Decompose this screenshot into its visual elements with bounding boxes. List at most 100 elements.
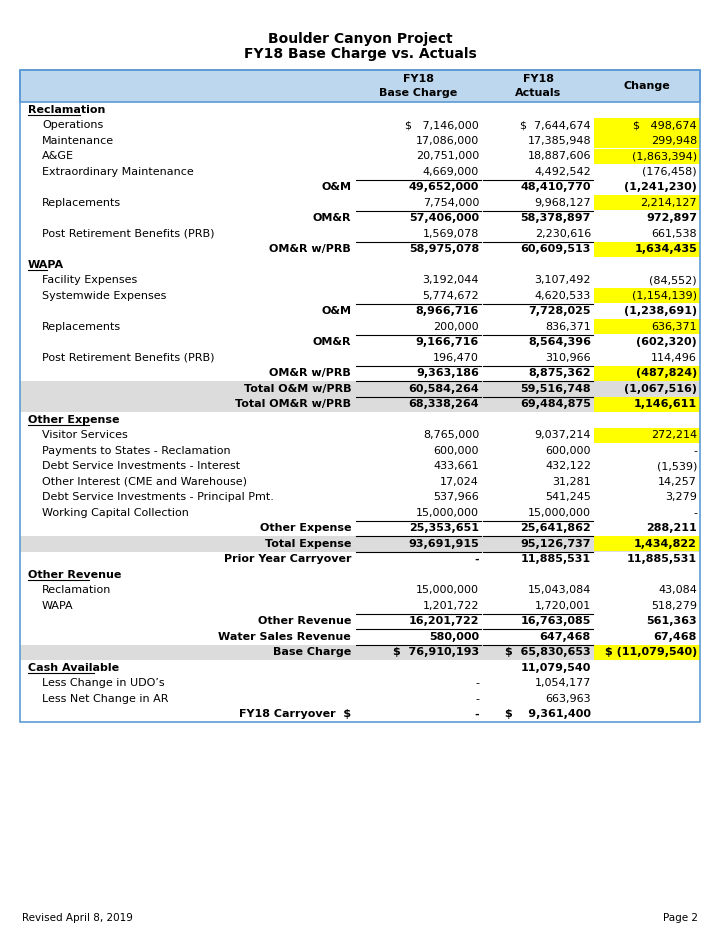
Text: Reclamation: Reclamation [28,104,105,115]
Text: Other Revenue: Other Revenue [28,569,122,580]
Text: Other Expense: Other Expense [259,523,351,533]
Text: 561,363: 561,363 [647,616,697,626]
Text: Actuals: Actuals [515,88,561,98]
Text: -: - [474,555,479,564]
Text: 57,406,000: 57,406,000 [409,213,479,224]
Text: 4,669,000: 4,669,000 [423,167,479,177]
Bar [594,195,700,210]
Text: 272,214: 272,214 [651,431,697,440]
Text: 4,620,533: 4,620,533 [535,291,591,301]
Bar [594,133,700,148]
Text: 3,279: 3,279 [665,492,697,502]
Text: 299,948: 299,948 [651,136,697,145]
Text: $  76,910,193: $ 76,910,193 [393,647,479,657]
Text: 1,634,435: 1,634,435 [634,244,697,254]
Text: Operations: Operations [42,120,103,130]
Text: 5,774,672: 5,774,672 [423,291,479,301]
Text: (1,863,394): (1,863,394) [632,151,697,161]
Text: 25,641,862: 25,641,862 [521,523,591,533]
Text: 68,338,264: 68,338,264 [408,399,479,409]
Text: 2,230,616: 2,230,616 [535,228,591,239]
Text: -: - [474,709,479,720]
Text: 59,516,748: 59,516,748 [521,384,591,393]
Text: $   7,146,000: $ 7,146,000 [405,120,479,130]
Text: 58,378,897: 58,378,897 [521,213,591,224]
Text: -: - [475,678,479,688]
Text: $   498,674: $ 498,674 [634,120,697,130]
Text: 18,887,606: 18,887,606 [528,151,591,161]
Bar [594,288,700,303]
Text: Other Revenue: Other Revenue [258,616,351,626]
Text: Page 2: Page 2 [663,913,698,923]
Text: 15,043,084: 15,043,084 [528,585,591,596]
Text: Replacements: Replacements [42,198,121,208]
Bar [594,319,700,334]
Text: A&GE: A&GE [42,151,74,161]
Text: OM&R w/PRB: OM&R w/PRB [269,368,351,378]
Text: 11,885,531: 11,885,531 [521,555,591,564]
Text: $ (11,079,540): $ (11,079,540) [605,647,697,657]
Bar [20,536,700,552]
Text: Less Net Change in AR: Less Net Change in AR [42,693,168,704]
Text: Other Interest (CME and Warehouse): Other Interest (CME and Warehouse) [42,477,247,487]
Text: 3,192,044: 3,192,044 [423,275,479,285]
Text: 16,201,722: 16,201,722 [408,616,479,626]
Text: (1,238,691): (1,238,691) [624,307,697,316]
Text: Post Retirement Benefits (PRB): Post Retirement Benefits (PRB) [42,352,215,363]
Text: 69,484,875: 69,484,875 [520,399,591,409]
Text: 2,214,127: 2,214,127 [640,198,697,208]
Text: Prior Year Carryover: Prior Year Carryover [223,555,351,564]
Text: Change: Change [624,81,670,91]
Text: 288,211: 288,211 [647,523,697,533]
Text: $  7,644,674: $ 7,644,674 [521,120,591,130]
Text: 518,279: 518,279 [651,601,697,610]
Text: 58,975,078: 58,975,078 [409,244,479,254]
Text: -: - [693,445,697,456]
Text: OM&R: OM&R [312,337,351,348]
Text: (1,539): (1,539) [657,461,697,472]
Text: 600,000: 600,000 [546,445,591,456]
Text: Debt Service Investments - Principal Pmt.: Debt Service Investments - Principal Pmt… [42,492,274,502]
Text: Maintenance: Maintenance [42,136,114,145]
Text: -: - [475,693,479,704]
Text: WAPA: WAPA [42,601,73,610]
Text: 17,086,000: 17,086,000 [415,136,479,145]
Text: 541,245: 541,245 [545,492,591,502]
Text: Total OM&R w/PRB: Total OM&R w/PRB [235,399,351,409]
Bar [594,428,700,443]
Text: 433,661: 433,661 [433,461,479,472]
Text: -: - [693,508,697,518]
Text: 7,754,000: 7,754,000 [423,198,479,208]
Bar [20,381,700,396]
Text: 432,122: 432,122 [545,461,591,472]
Text: Base Charge: Base Charge [273,647,351,657]
Text: FY18 Base Charge vs. Actuals: FY18 Base Charge vs. Actuals [243,47,477,61]
Text: 600,000: 600,000 [433,445,479,456]
Text: (84,552): (84,552) [649,275,697,285]
Text: 67,468: 67,468 [654,632,697,642]
Text: Other Expense: Other Expense [28,415,120,425]
Text: 8,564,396: 8,564,396 [528,337,591,348]
Text: 196,470: 196,470 [433,352,479,363]
Text: 25,353,651: 25,353,651 [409,523,479,533]
Text: 972,897: 972,897 [646,213,697,224]
Text: O&M: O&M [321,183,351,192]
Text: Payments to States - Reclamation: Payments to States - Reclamation [42,445,230,456]
Text: 20,751,000: 20,751,000 [415,151,479,161]
Text: Systemwide Expenses: Systemwide Expenses [42,291,166,301]
Text: 49,652,000: 49,652,000 [409,183,479,192]
Text: Working Capital Collection: Working Capital Collection [42,508,189,518]
Bar [594,117,700,132]
Text: Extraordinary Maintenance: Extraordinary Maintenance [42,167,194,177]
Text: 15,000,000: 15,000,000 [528,508,591,518]
Text: WAPA: WAPA [28,260,64,269]
Text: Water Sales Revenue: Water Sales Revenue [218,632,351,642]
Text: (1,241,230): (1,241,230) [624,183,697,192]
Text: 43,084: 43,084 [658,585,697,596]
Text: 8,966,716: 8,966,716 [415,307,479,316]
Text: Visitor Services: Visitor Services [42,431,127,440]
Text: 1,201,722: 1,201,722 [423,601,479,610]
Text: Post Retirement Benefits (PRB): Post Retirement Benefits (PRB) [42,228,215,239]
Text: FY18: FY18 [523,74,554,84]
Bar [594,396,700,412]
